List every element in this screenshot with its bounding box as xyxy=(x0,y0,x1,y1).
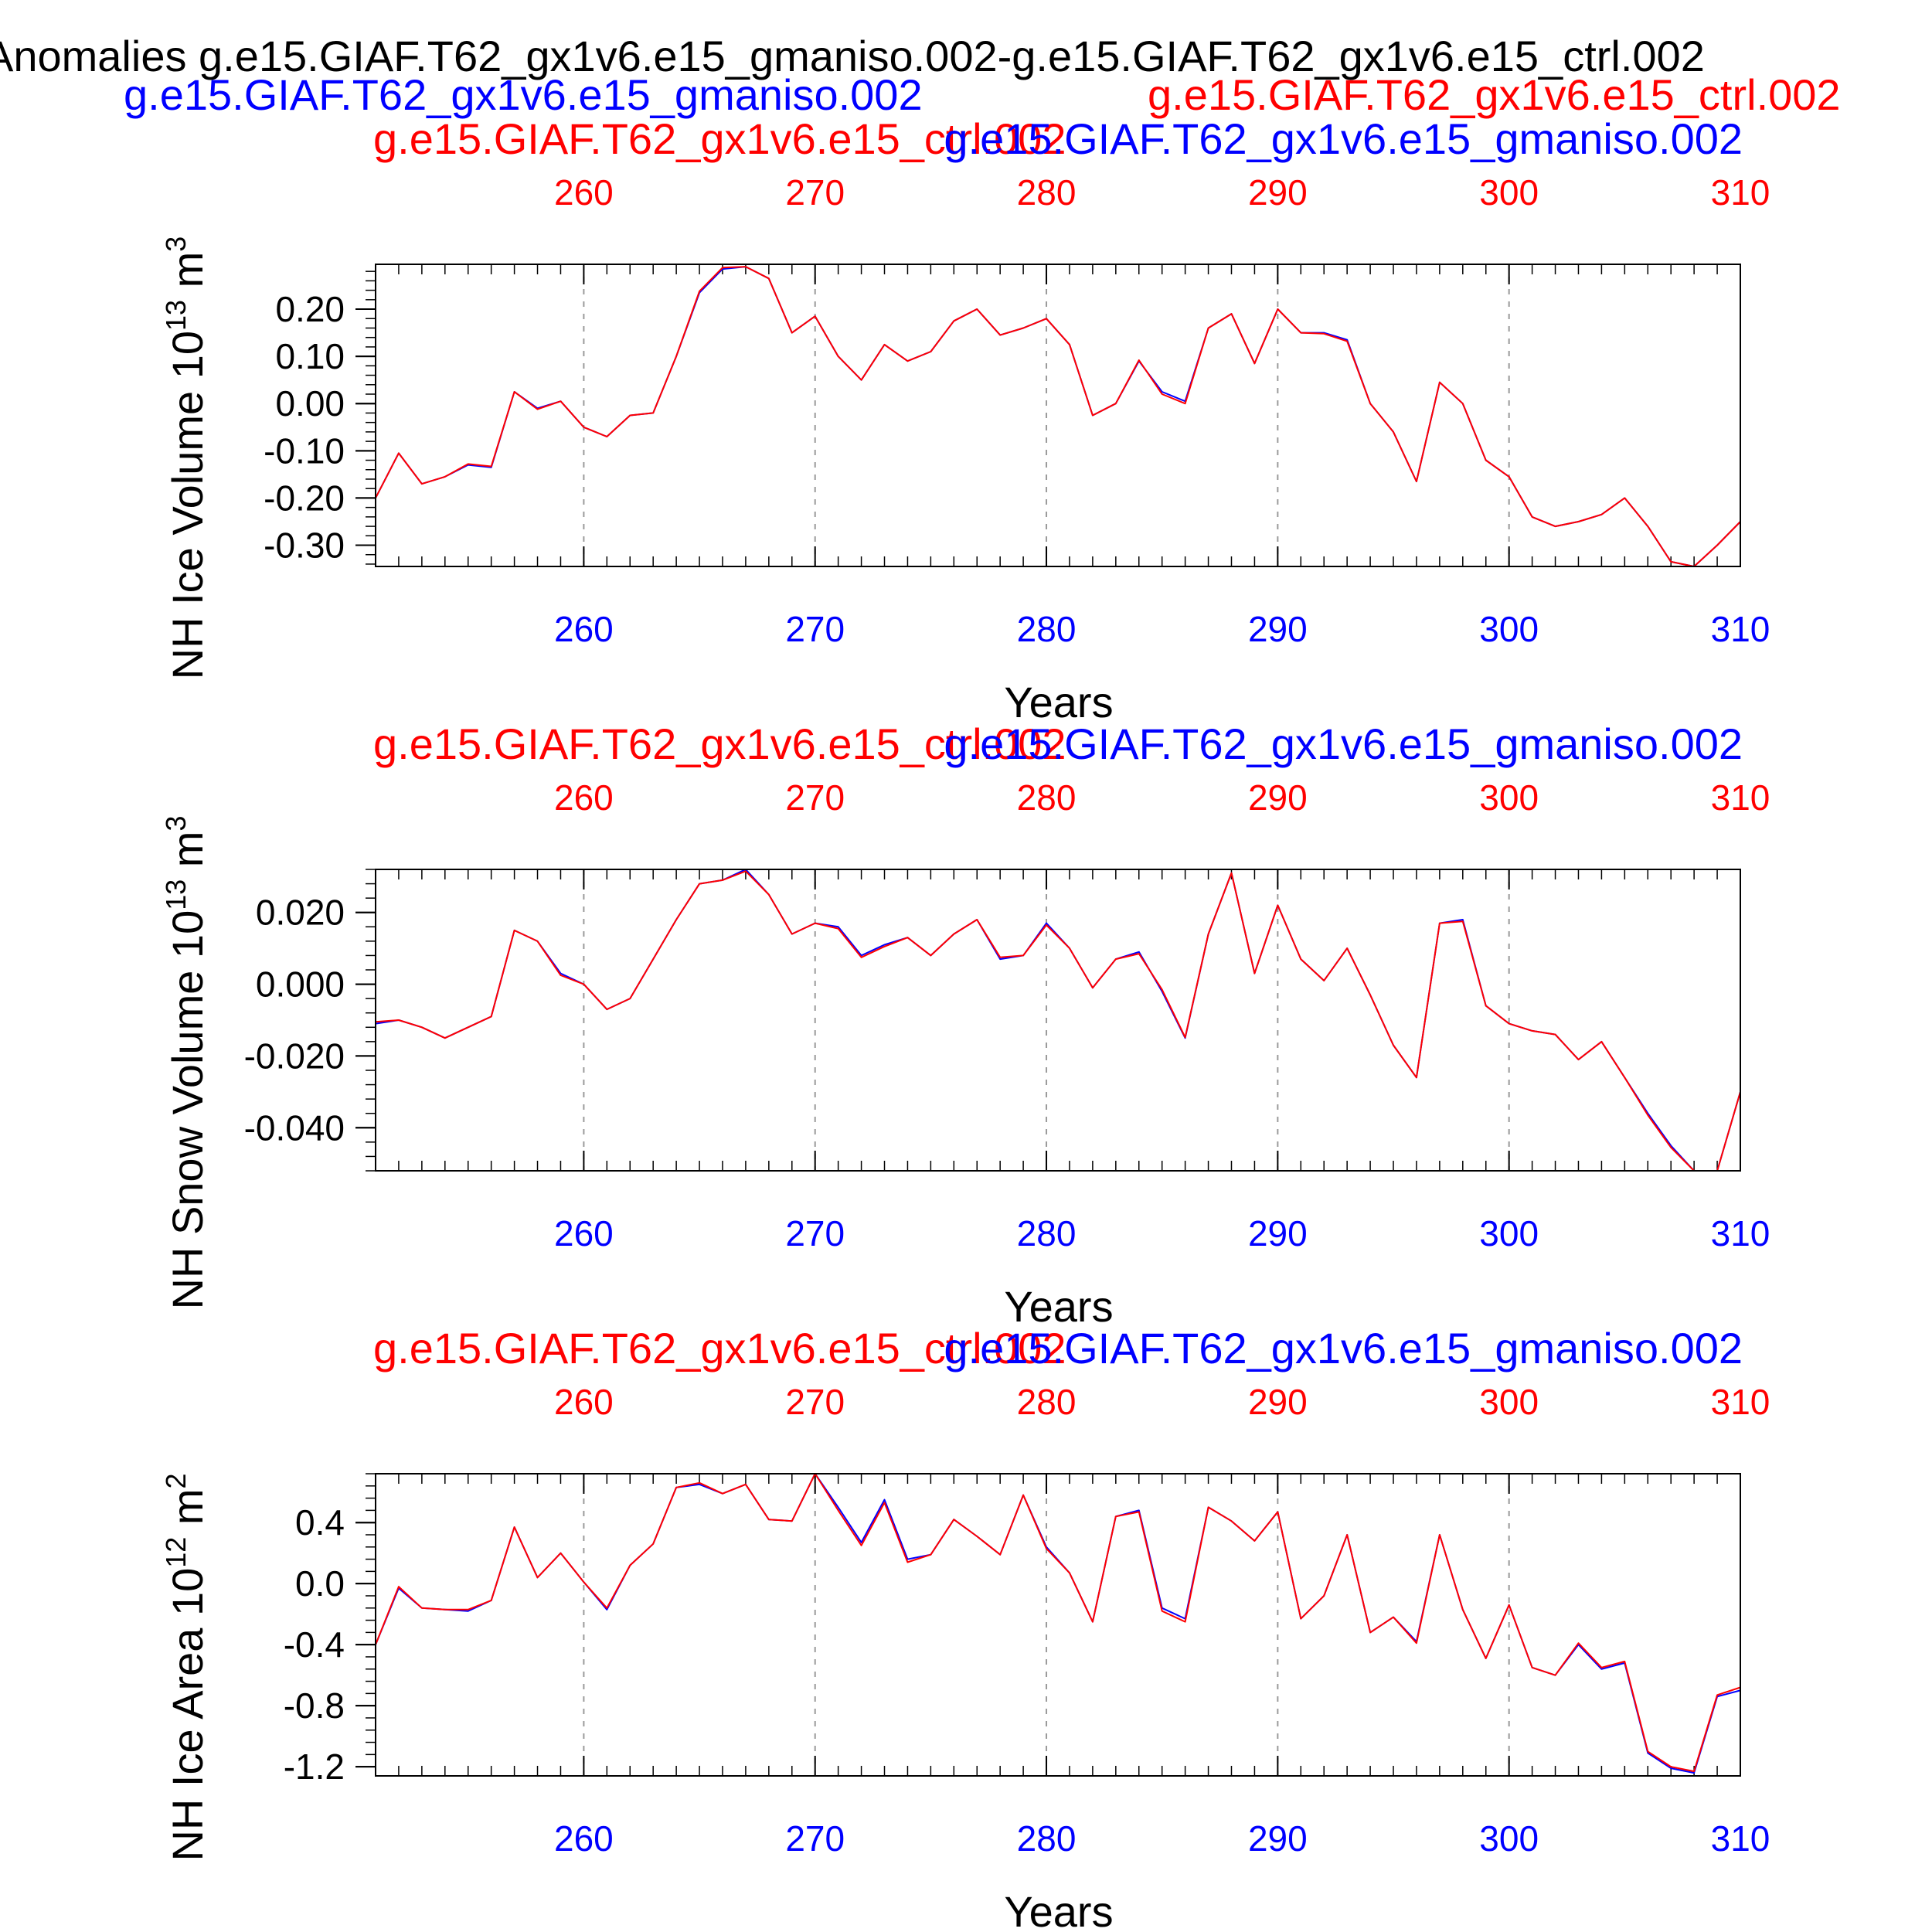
series-line-gmaniso xyxy=(375,1473,1741,1774)
y-axis-label: NH Ice Area 1012 m2 xyxy=(160,1473,212,1861)
x-tick-label-bottom: 300 xyxy=(1479,609,1539,649)
series-line-ctrl xyxy=(375,870,1741,1172)
x-tick-label-top: 300 xyxy=(1479,777,1539,818)
y-tick-label: 0.020 xyxy=(256,893,345,933)
x-tick-label-bottom: 280 xyxy=(1017,1213,1077,1253)
y-axis-label: NH Ice Volume 1013 m3 xyxy=(160,236,212,680)
x-tick-label-bottom: 260 xyxy=(554,609,614,649)
chart-panel-3: g.e15.GIAF.T62_gx1v6.e15_ctrl.002g.e15.G… xyxy=(160,1324,1770,1932)
x-tick-label-top: 280 xyxy=(1017,172,1077,213)
x-axis-label: Years xyxy=(1004,678,1113,726)
x-tick-label-bottom: 310 xyxy=(1711,1818,1770,1859)
y-tick-label: 0.4 xyxy=(295,1502,345,1543)
y-tick-label: 0.20 xyxy=(275,289,345,329)
x-tick-label-bottom: 260 xyxy=(554,1818,614,1859)
x-tick-label-bottom: 310 xyxy=(1711,1213,1770,1253)
chart-panel-1: g.e15.GIAF.T62_gx1v6.e15_ctrl.002g.e15.G… xyxy=(160,114,1770,726)
panel-header-left: g.e15.GIAF.T62_gx1v6.e15_ctrl.002 xyxy=(373,719,1066,768)
x-tick-label-top: 300 xyxy=(1479,1382,1539,1422)
x-tick-label-bottom: 290 xyxy=(1248,609,1308,649)
x-tick-label-bottom: 270 xyxy=(785,1818,845,1859)
y-tick-label: -0.040 xyxy=(244,1107,345,1148)
case-b-title: g.e15.GIAF.T62_gx1v6.e15_ctrl.002 xyxy=(1148,70,1841,119)
x-tick-label-top: 280 xyxy=(1017,1382,1077,1422)
y-tick-label: -0.10 xyxy=(264,430,345,471)
x-tick-label-bottom: 300 xyxy=(1479,1213,1539,1253)
x-tick-label-bottom: 270 xyxy=(785,1213,845,1253)
panel-header-left: g.e15.GIAF.T62_gx1v6.e15_ctrl.002 xyxy=(373,114,1066,163)
main-title: Anomalies g.e15.GIAF.T62_gx1v6.e15_gmani… xyxy=(0,32,1705,80)
x-axis-label: Years xyxy=(1004,1282,1113,1331)
y-tick-label: -0.20 xyxy=(264,478,345,518)
panel-header-left: g.e15.GIAF.T62_gx1v6.e15_ctrl.002 xyxy=(373,1324,1066,1372)
x-axis-label: Years xyxy=(1004,1887,1113,1932)
x-tick-label-bottom: 290 xyxy=(1248,1213,1308,1253)
x-tick-label-top: 310 xyxy=(1711,172,1770,213)
series-line-gmaniso xyxy=(375,266,1741,567)
x-tick-label-top: 280 xyxy=(1017,777,1077,818)
x-tick-label-top: 260 xyxy=(554,1382,614,1422)
x-tick-label-bottom: 300 xyxy=(1479,1818,1539,1859)
plot-frame xyxy=(375,264,1741,567)
case-a-title: g.e15.GIAF.T62_gx1v6.e15_gmaniso.002 xyxy=(124,70,923,119)
series-line-ctrl xyxy=(375,1473,1741,1773)
x-tick-label-top: 260 xyxy=(554,172,614,213)
y-tick-label: 0.0 xyxy=(295,1563,345,1604)
x-tick-label-bottom: 270 xyxy=(785,609,845,649)
series-line-gmaniso xyxy=(375,869,1741,1172)
x-tick-label-top: 290 xyxy=(1248,172,1308,213)
y-tick-label: 0.000 xyxy=(256,964,345,1005)
y-tick-label: -0.8 xyxy=(284,1685,345,1726)
y-tick-label: 0.00 xyxy=(275,383,345,423)
x-tick-label-top: 270 xyxy=(785,1382,845,1422)
panel-header-right: g.e15.GIAF.T62_gx1v6.e15_gmaniso.002 xyxy=(944,1324,1743,1372)
chart-panel-2: g.e15.GIAF.T62_gx1v6.e15_ctrl.002g.e15.G… xyxy=(160,719,1770,1331)
x-tick-label-top: 270 xyxy=(785,777,845,818)
plot-frame xyxy=(375,1473,1741,1777)
x-tick-label-top: 300 xyxy=(1479,172,1539,213)
x-tick-label-top: 290 xyxy=(1248,1382,1308,1422)
x-tick-label-bottom: 280 xyxy=(1017,1818,1077,1859)
x-tick-label-top: 290 xyxy=(1248,777,1308,818)
x-tick-label-bottom: 260 xyxy=(554,1213,614,1253)
y-tick-label: -0.4 xyxy=(284,1624,345,1665)
panel-header-right: g.e15.GIAF.T62_gx1v6.e15_gmaniso.002 xyxy=(944,719,1743,768)
x-tick-label-top: 270 xyxy=(785,172,845,213)
x-tick-label-bottom: 280 xyxy=(1017,609,1077,649)
y-tick-label: -1.2 xyxy=(284,1747,345,1787)
panel-header-right: g.e15.GIAF.T62_gx1v6.e15_gmaniso.002 xyxy=(944,114,1743,163)
y-tick-label: -0.30 xyxy=(264,526,345,566)
y-tick-label: 0.10 xyxy=(275,336,345,376)
series-line-ctrl xyxy=(375,266,1741,567)
y-tick-label: -0.020 xyxy=(244,1036,345,1076)
x-tick-label-top: 310 xyxy=(1711,1382,1770,1422)
x-tick-label-top: 260 xyxy=(554,777,614,818)
panels: g.e15.GIAF.T62_gx1v6.e15_ctrl.002g.e15.G… xyxy=(160,114,1770,1932)
plot-frame xyxy=(375,869,1741,1172)
x-tick-label-bottom: 310 xyxy=(1711,609,1770,649)
x-tick-label-bottom: 290 xyxy=(1248,1818,1308,1859)
y-axis-label: NH Snow Volume 1013 m3 xyxy=(160,815,212,1309)
x-tick-label-top: 310 xyxy=(1711,777,1770,818)
